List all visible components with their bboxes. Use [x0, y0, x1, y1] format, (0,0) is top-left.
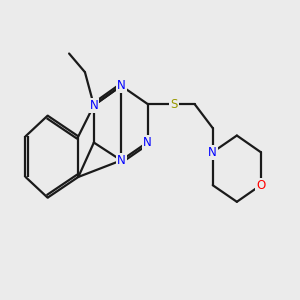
Text: S: S [170, 98, 178, 111]
Text: N: N [89, 99, 98, 112]
Text: N: N [117, 79, 126, 92]
Text: N: N [117, 154, 126, 167]
Text: N: N [208, 146, 217, 159]
Text: O: O [256, 179, 265, 192]
Text: N: N [143, 136, 152, 149]
